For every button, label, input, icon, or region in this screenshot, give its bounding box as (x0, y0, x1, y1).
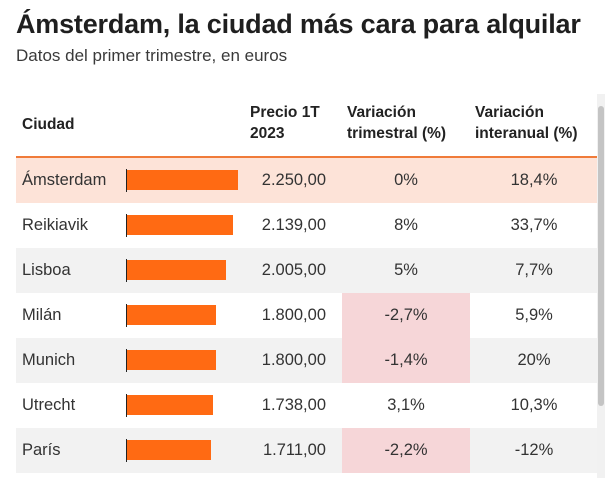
yearly-change: 5,9% (515, 306, 553, 324)
table-row: Reikiavik 2.139,00 8% 33,7% (16, 203, 598, 248)
table-row: Milán 1.800,00 -2,7% 5,9% (16, 293, 598, 338)
yearly-change: 18,4% (510, 171, 558, 189)
city-name: Munich (22, 351, 76, 369)
city-name: París (22, 441, 61, 459)
table-row: Ámsterdam 2.250,00 0% 18,4% (16, 158, 598, 203)
vertical-scrollbar[interactable] (597, 94, 605, 478)
price-value: 2.250,00 (261, 171, 326, 189)
yearly-change: 10,3% (510, 396, 558, 414)
bar-area (126, 214, 243, 237)
header-city: Ciudad (22, 116, 75, 133)
city-name: Milán (22, 306, 62, 324)
table-row: Utrecht 1.738,00 3,1% 10,3% (16, 383, 598, 428)
yearly-change: -12% (514, 441, 554, 459)
bar-area (126, 439, 243, 462)
city-name: Reikiavik (22, 216, 89, 234)
quarterly-change: 8% (394, 216, 418, 234)
header-yearly: Variación interanual (%) (475, 104, 578, 142)
chart-title: Ámsterdam, la ciudad más cara para alqui… (16, 9, 581, 39)
table-row: Munich 1.800,00 -1,4% 20% (16, 338, 598, 383)
scrollbar-thumb[interactable] (598, 106, 604, 406)
price-bar (127, 350, 216, 370)
price-value: 1.800,00 (261, 351, 326, 369)
header-price: Precio 1T 2023 (250, 104, 320, 142)
price-value: 1.800,00 (261, 306, 326, 324)
quarterly-change: -2,7% (342, 293, 470, 338)
price-bar (127, 395, 213, 415)
bar-area (126, 259, 243, 282)
price-value: 1.738,00 (261, 396, 326, 414)
quarterly-change: -1,4% (342, 338, 470, 383)
data-table: Ciudad Precio 1T 2023 Variación trimestr… (16, 90, 598, 473)
quarterly-change: 3,1% (387, 396, 425, 414)
table-body: Ámsterdam 2.250,00 0% 18,4% Reikiavik 2.139,0… (16, 158, 598, 473)
bar-area (126, 349, 243, 372)
yearly-change: 33,7% (510, 216, 558, 234)
table-row: París 1.711,00 -2,2% -12% (16, 428, 598, 473)
price-bar (127, 170, 238, 190)
bar-area (126, 394, 243, 417)
price-value: 2.139,00 (261, 216, 326, 234)
price-bar (127, 260, 226, 280)
bar-area (126, 169, 243, 192)
price-value: 2.005,00 (261, 261, 326, 279)
yearly-change: 7,7% (515, 261, 553, 279)
city-name: Utrecht (22, 396, 76, 414)
yearly-change: 20% (517, 351, 551, 369)
bar-area (126, 304, 243, 327)
header-quarterly: Variación trimestral (%) (347, 104, 447, 142)
price-bar (127, 440, 212, 460)
chart-subtitle: Datos del primer trimestre, en euros (16, 46, 288, 65)
table-header: Ciudad Precio 1T 2023 Variación trimestr… (16, 90, 598, 158)
city-name: Lisboa (22, 261, 71, 279)
city-name: Ámsterdam (22, 171, 107, 189)
price-value: 1.711,00 (262, 441, 326, 459)
quarterly-change: -2,2% (342, 428, 470, 473)
price-bar (127, 215, 233, 235)
price-bar (127, 305, 216, 325)
quarterly-change: 5% (394, 261, 418, 279)
table-row: Lisboa 2.005,00 5% 7,7% (16, 248, 598, 293)
quarterly-change: 0% (394, 171, 418, 189)
